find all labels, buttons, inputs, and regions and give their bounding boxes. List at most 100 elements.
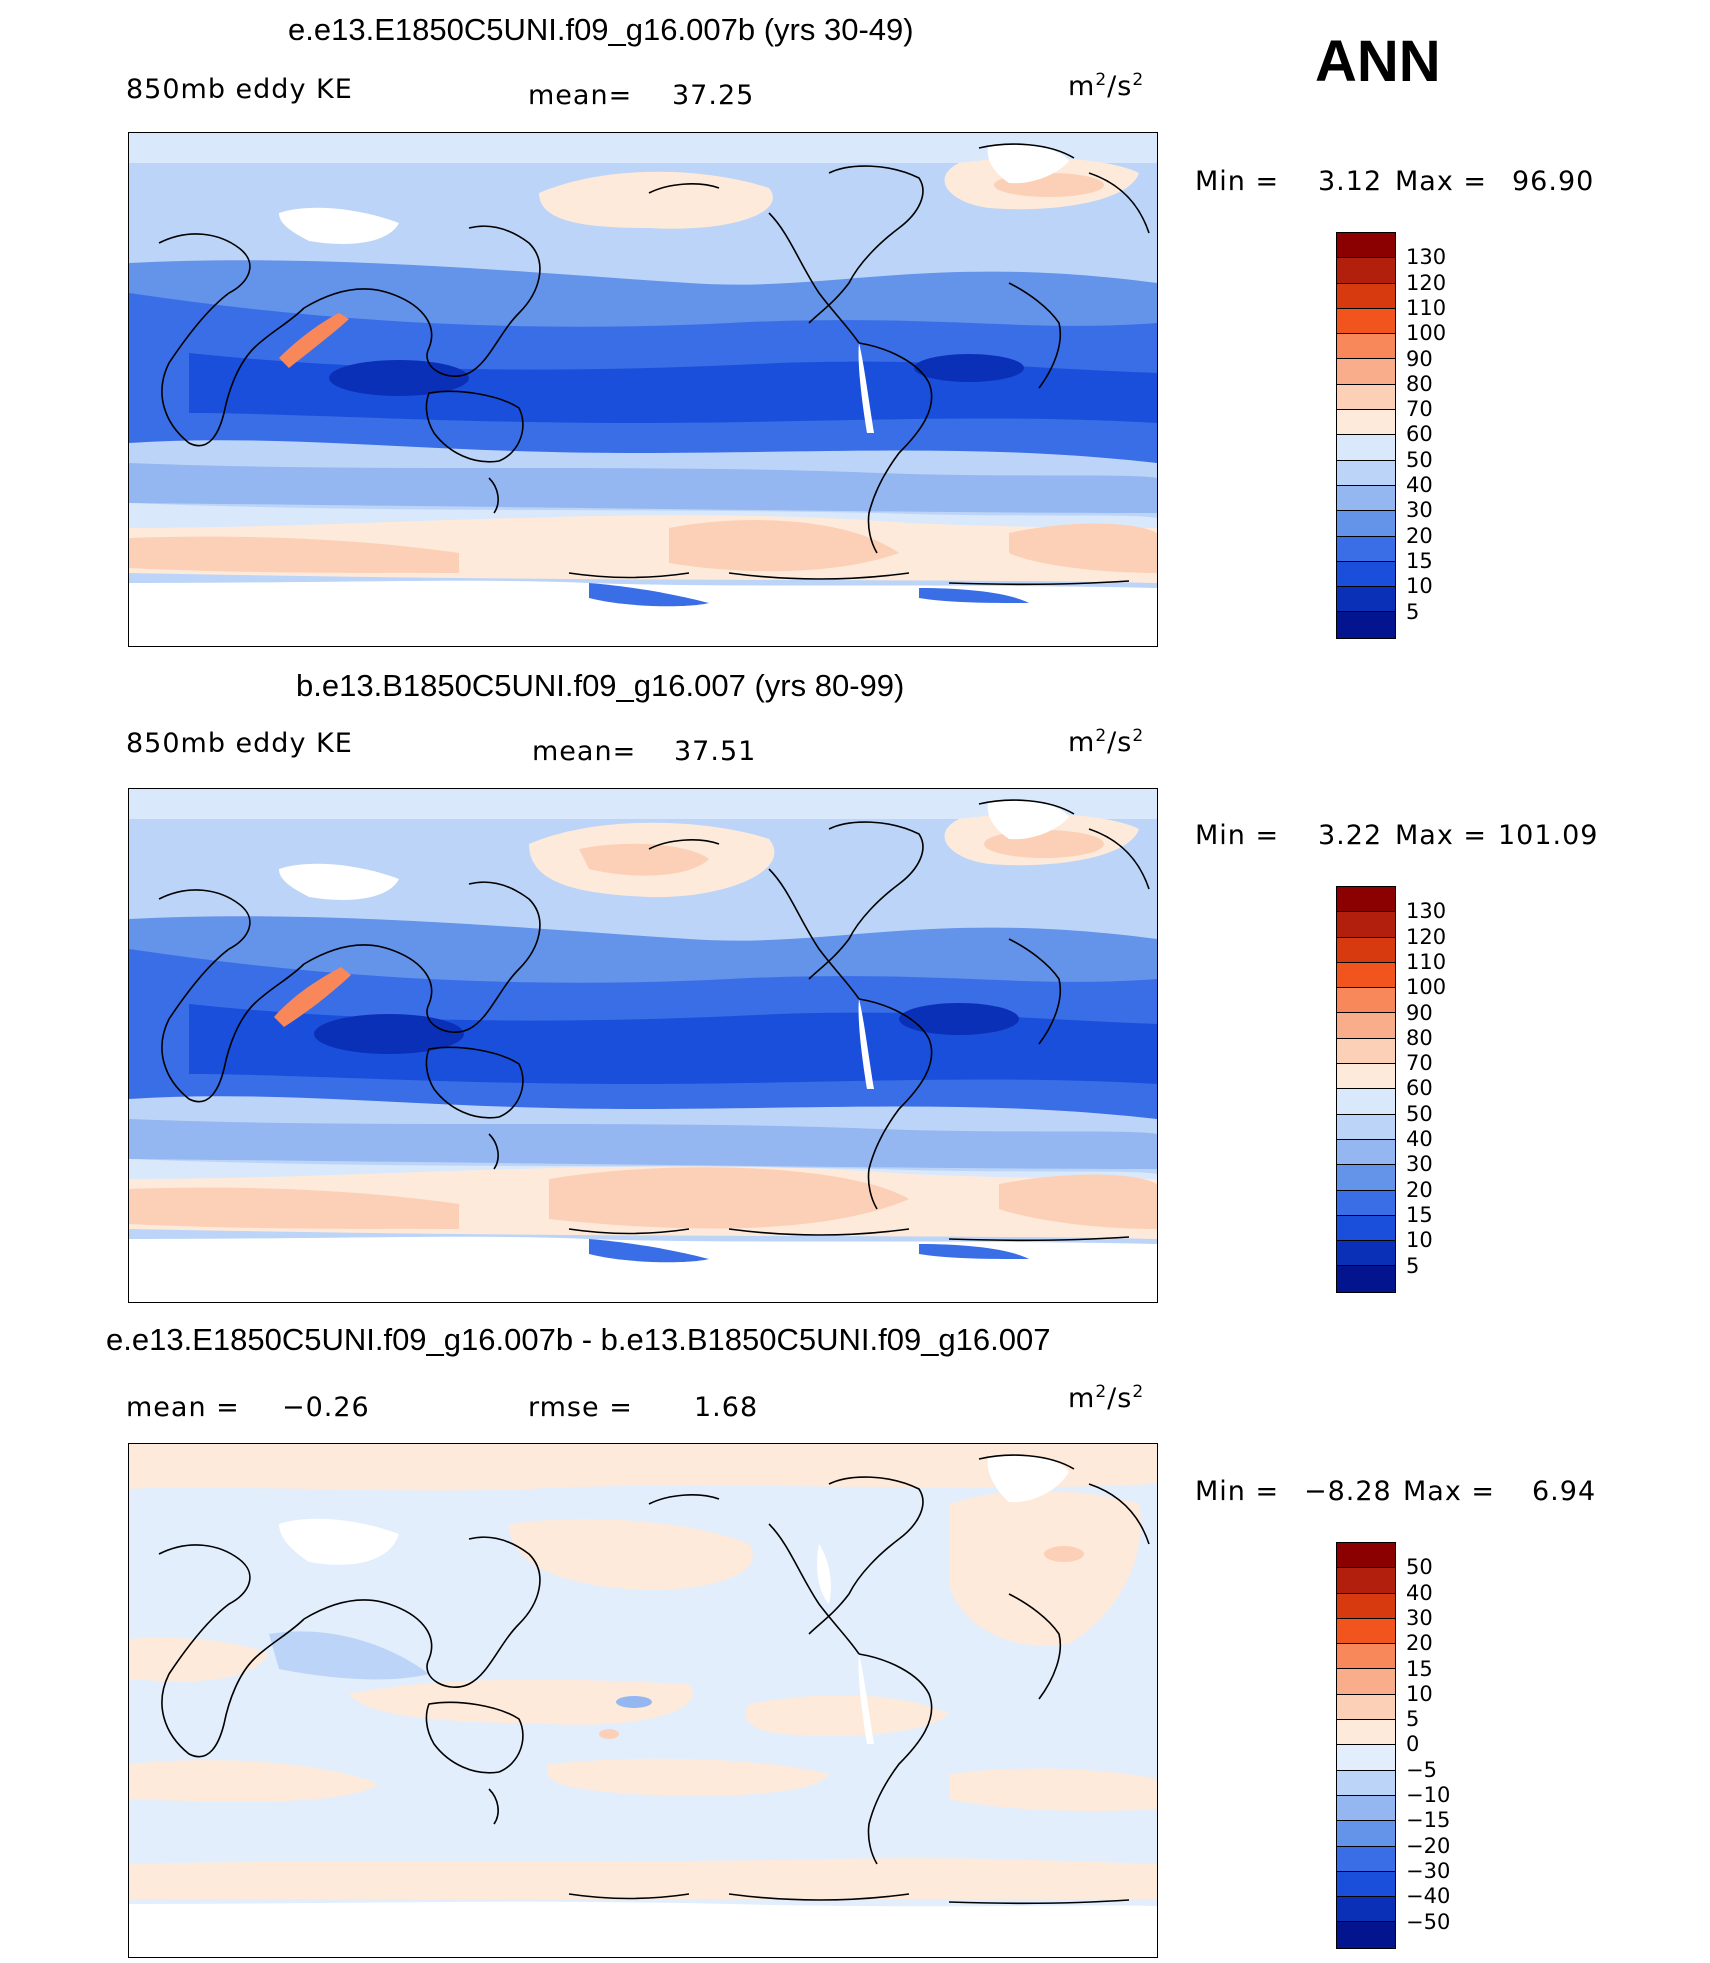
colorbar-tick-label: 110	[1406, 295, 1447, 320]
colorbar-tick-label: 30	[1406, 1605, 1433, 1630]
panel-2-min-label: Min =	[1195, 820, 1280, 851]
colorbar-box	[1337, 233, 1395, 259]
colorbar-tick-label: 50	[1406, 447, 1433, 472]
panel-2-max-value: 101.09	[1498, 820, 1599, 851]
panel-2-colorbar	[1336, 886, 1396, 1293]
panel-2-title: b.e13.B1850C5UNI.f09_g16.007 (yrs 80-99)	[296, 668, 905, 703]
colorbar-tick-label: 30	[1406, 1152, 1433, 1177]
colorbar-box	[1337, 1568, 1395, 1594]
colorbar-tick-label: 100	[1406, 321, 1447, 346]
panel-2-mean-value: 37.51	[674, 736, 757, 767]
colorbar-tick-label: 20	[1406, 1631, 1433, 1656]
colorbar-box	[1337, 1618, 1395, 1645]
colorbar-box	[1337, 1190, 1395, 1216]
colorbar-box	[1337, 962, 1395, 989]
panel-2-field-label: 850mb eddy KE	[126, 728, 353, 759]
panel-3-max-value: 6.94	[1532, 1476, 1597, 1507]
colorbar-box	[1337, 561, 1395, 588]
colorbar-box	[1337, 435, 1395, 461]
colorbar-box	[1337, 1846, 1395, 1872]
panel-3-mean-value: −0.26	[282, 1392, 370, 1423]
colorbar-box	[1337, 1266, 1395, 1292]
colorbar-box	[1337, 1821, 1395, 1847]
colorbar-box	[1337, 1669, 1395, 1695]
colorbar-box	[1337, 912, 1395, 938]
colorbar-box	[1337, 1871, 1395, 1898]
colorbar-box	[1337, 1922, 1395, 1948]
colorbar-box	[1337, 1897, 1395, 1923]
panel-3-units: m2/s2	[1068, 1382, 1144, 1414]
colorbar-box	[1337, 536, 1395, 562]
colorbar-box	[1337, 1038, 1395, 1065]
colorbar-box	[1337, 1644, 1395, 1670]
colorbar-box	[1337, 937, 1395, 963]
colorbar-tick-label: −40	[1406, 1884, 1451, 1909]
colorbar-box	[1337, 359, 1395, 385]
colorbar-box	[1337, 511, 1395, 537]
colorbar-tick-label: 70	[1406, 1051, 1433, 1076]
panel-3-min-label: Min =	[1195, 1476, 1280, 1507]
colorbar-tick-label: 40	[1406, 473, 1433, 497]
colorbar-tick-label: 15	[1406, 1656, 1433, 1681]
panel-3-rmse-label: rmse =	[528, 1392, 633, 1423]
colorbar-box	[1337, 283, 1395, 309]
colorbar-box	[1337, 1241, 1395, 1267]
colorbar-tick-label: 40	[1406, 1127, 1433, 1151]
panel-2-map	[128, 788, 1158, 1303]
panel-1-mean-label: mean=	[528, 80, 633, 111]
units-sup: 2	[1095, 70, 1108, 90]
colorbar-box	[1337, 1694, 1395, 1721]
colorbar-tick-label: −20	[1406, 1833, 1451, 1858]
colorbar-box	[1337, 1745, 1395, 1771]
colorbar-box	[1337, 1593, 1395, 1619]
colorbar-box	[1337, 1089, 1395, 1115]
panel-1-max-value: 96.90	[1512, 166, 1595, 197]
colorbar-tick-label: 70	[1406, 397, 1433, 422]
colorbar-tick-label: 15	[1406, 548, 1433, 573]
units-base2: /s	[1107, 71, 1133, 102]
units-sup2: 2	[1132, 1382, 1145, 1402]
panel-2-min-value: 3.22	[1318, 820, 1383, 851]
panel-3-title: e.e13.E1850C5UNI.f09_g16.007b - b.e13.B1…	[106, 1322, 1051, 1357]
colorbar-box	[1337, 1543, 1395, 1569]
colorbar-box	[1337, 1139, 1395, 1166]
colorbar-tick-label: 100	[1406, 975, 1447, 1000]
colorbar-tick-label: 5	[1406, 1707, 1420, 1732]
units-base2: /s	[1107, 727, 1133, 758]
colorbar-tick-label: 30	[1406, 498, 1433, 523]
colorbar-box	[1337, 1215, 1395, 1242]
units-sup2: 2	[1132, 70, 1145, 90]
panel-3-mean-label: mean =	[126, 1392, 240, 1423]
units-base: m	[1068, 1383, 1096, 1414]
units-sup2: 2	[1132, 726, 1145, 746]
panel-1-min-value: 3.12	[1318, 166, 1383, 197]
colorbar-tick-label: 90	[1406, 1000, 1433, 1025]
colorbar-box	[1337, 308, 1395, 335]
panel-3-colorbar	[1336, 1542, 1396, 1949]
panel-1-field-plot	[129, 133, 1157, 646]
units-base2: /s	[1107, 1383, 1133, 1414]
colorbar-box	[1337, 1064, 1395, 1090]
colorbar-tick-label: 130	[1406, 245, 1447, 270]
colorbar-tick-label: 120	[1406, 924, 1447, 949]
colorbar-box	[1337, 612, 1395, 638]
units-base: m	[1068, 71, 1096, 102]
panel-3-max-label: Max =	[1403, 1476, 1496, 1507]
colorbar-tick-label: 50	[1406, 1555, 1433, 1580]
colorbar-tick-label: 80	[1406, 1025, 1433, 1050]
panel-1-min-label: Min =	[1195, 166, 1280, 197]
colorbar-box	[1337, 887, 1395, 913]
colorbar-tick-label: 15	[1406, 1202, 1433, 1227]
colorbar-box	[1337, 410, 1395, 436]
colorbar-tick-label: −5	[1406, 1757, 1437, 1782]
panel-3-rmse-value: 1.68	[694, 1392, 759, 1423]
colorbar-box	[1337, 587, 1395, 613]
colorbar-box	[1337, 1720, 1395, 1746]
colorbar-tick-label: 0	[1406, 1732, 1420, 1757]
colorbar-tick-label: 20	[1406, 523, 1433, 548]
panel-1-field-label: 850mb eddy KE	[126, 74, 353, 105]
colorbar-box	[1337, 1013, 1395, 1039]
colorbar-box	[1337, 1770, 1395, 1796]
units-sup: 2	[1095, 1382, 1108, 1402]
colorbar-tick-label: −15	[1406, 1808, 1451, 1833]
